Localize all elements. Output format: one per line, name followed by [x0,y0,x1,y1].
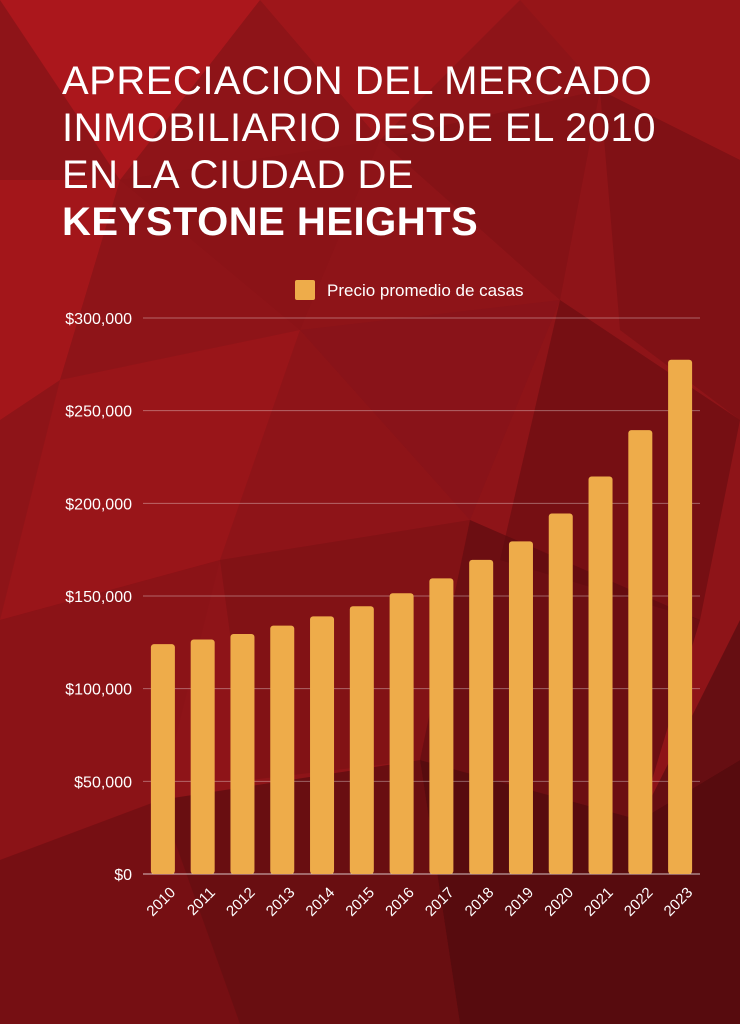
x-tick-label: 2022 [621,884,657,920]
bar-2015 [349,606,374,874]
x-tick-label: 2017 [422,884,458,920]
bar-2021 [588,476,613,874]
y-tick-label: $250,000 [65,404,132,421]
x-tick-label: 2013 [263,884,299,920]
x-tick-label: 2011 [184,884,219,919]
title-line-1: APRECIACION DEL MERCADO [62,59,653,103]
x-tick-label: 2021 [581,884,617,920]
bar-2022 [628,430,653,874]
legend-label: Precio promedio de casas [327,281,524,300]
y-tick-label: $0 [114,867,132,884]
legend-swatch [295,280,315,300]
x-tick-label: 2014 [303,884,339,920]
bar-2016 [389,593,414,874]
title-line-3: EN LA CIUDAD DE [62,153,415,197]
x-axis-ticks: 2010 2011 2012 2013 2014 2015 2016 2017 2018 2019… [143,884,696,920]
bar-2012 [230,633,255,874]
y-tick-label: $150,000 [65,589,132,606]
bar-2019 [508,541,533,874]
x-tick-label: 2012 [223,884,259,920]
x-tick-label: 2010 [143,884,179,920]
title-line-2: INMOBILIARIO DESDE EL 2010 [62,106,656,150]
bar-2013 [270,625,295,874]
title-line-4: KEYSTONE HEIGHTS [62,200,479,244]
x-tick-label: 2018 [462,884,498,920]
bar-2020 [548,513,573,874]
page-title: APRECIACION DEL MERCADO INMOBILIARIO DES… [62,58,722,246]
x-tick-label: 2019 [502,884,538,920]
y-tick-label: $300,000 [65,311,132,328]
bars [150,359,693,874]
y-axis-ticks: $0 $50,000 $100,000 $150,000 $200,000 $250,00… [65,311,132,884]
x-tick-label: 2020 [541,884,577,920]
legend: Precio promedio de casas [295,280,524,300]
bar-2014 [310,616,335,874]
bar-2018 [469,559,494,874]
bar-2017 [429,578,454,874]
x-tick-label: 2016 [382,884,418,920]
gridlines [143,317,700,875]
bar-2023 [668,359,693,874]
x-tick-label: 2015 [342,884,378,920]
x-tick-label: 2023 [661,884,697,920]
y-tick-label: $100,000 [65,682,132,699]
y-tick-label: $50,000 [74,774,132,791]
bar-2011 [190,639,215,874]
bar-2010 [150,644,175,874]
y-tick-label: $200,000 [65,496,132,513]
